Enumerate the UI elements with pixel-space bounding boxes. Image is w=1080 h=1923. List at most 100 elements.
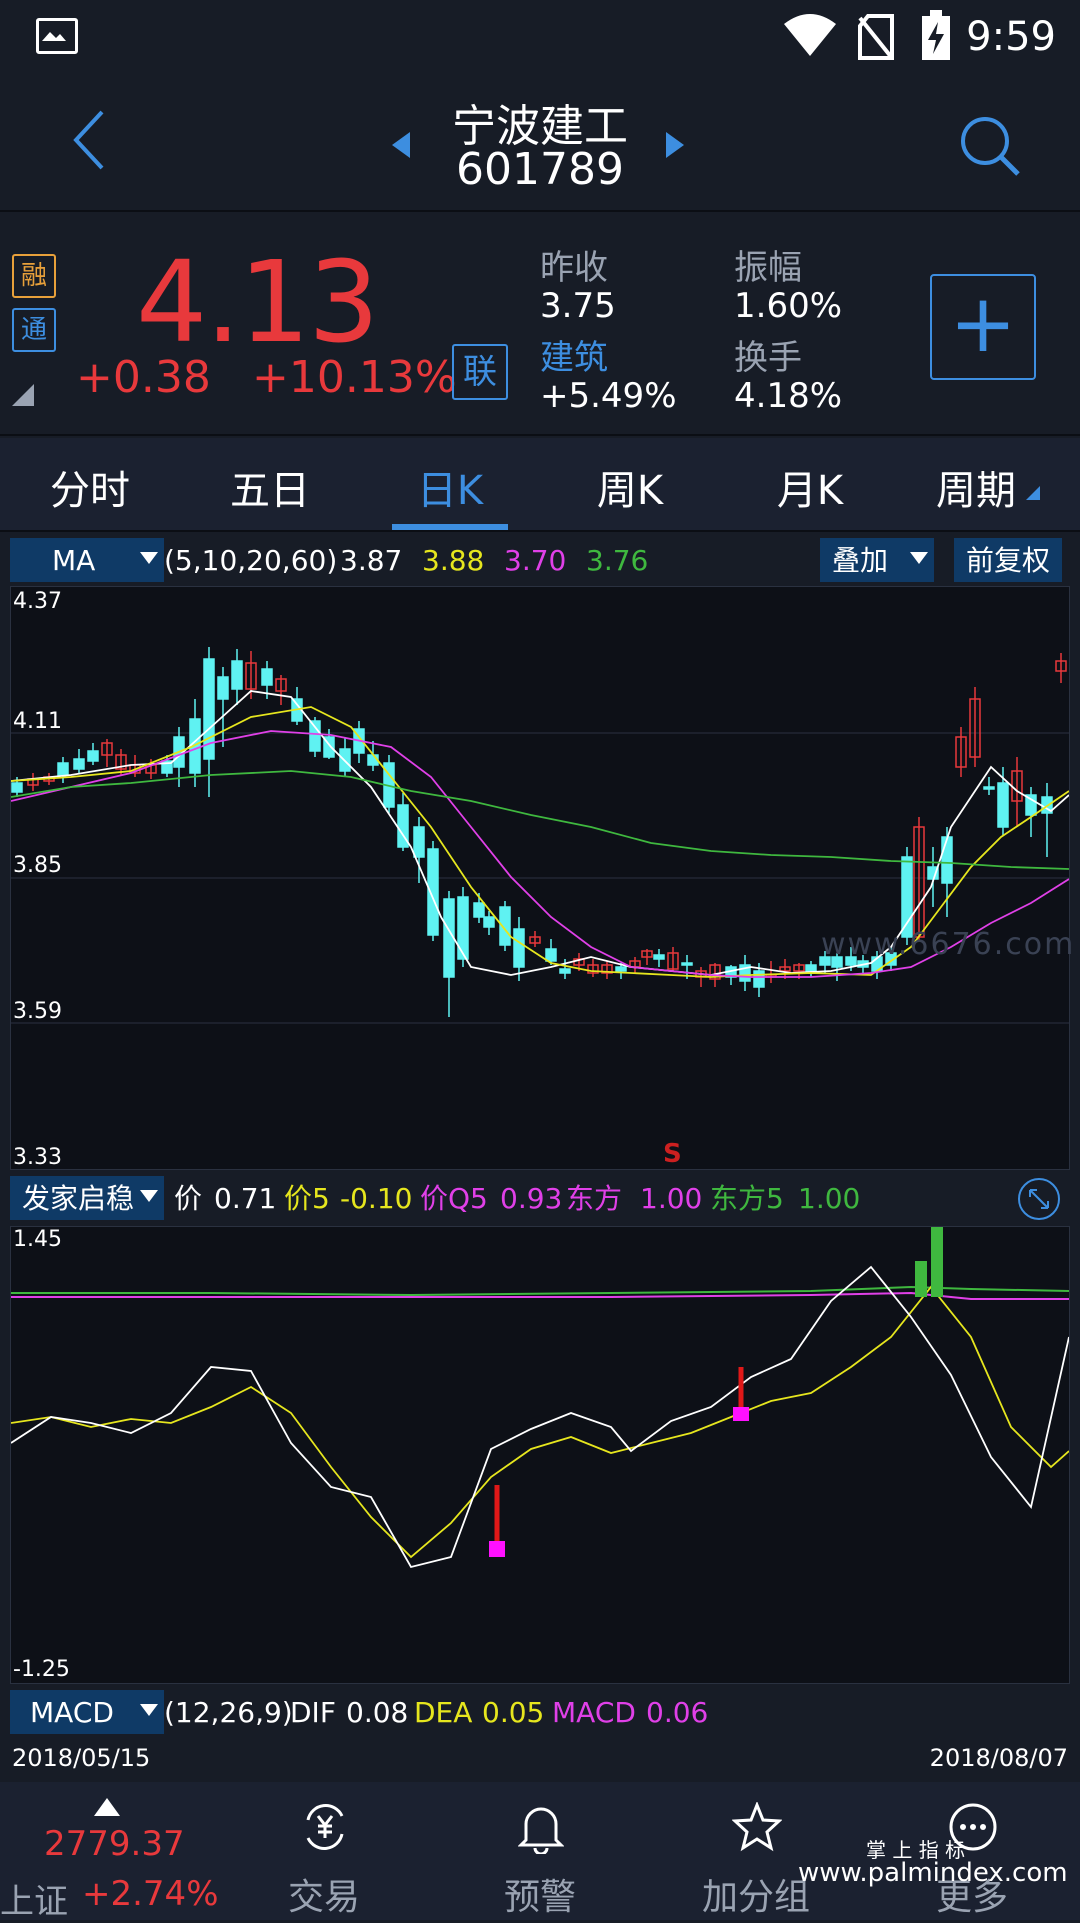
bottom-nav: 2779.37 上证 +2.74% 交易 预警 加分组 更多 掌 上 指 标 w… <box>0 1782 1080 1922</box>
candle-body <box>513 928 525 968</box>
candle-body <box>793 964 805 972</box>
clock: 9:59 <box>966 14 1056 60</box>
turnover-label: 换手 <box>734 338 802 378</box>
candle-body <box>217 676 229 700</box>
candle-body <box>845 956 857 966</box>
battery-charging-icon <box>922 10 950 60</box>
candle-body <box>73 758 85 770</box>
tab-five-day[interactable]: 五日 <box>230 468 310 514</box>
candle-body <box>499 906 511 946</box>
macd-l1: DIF <box>290 1696 336 1729</box>
period-dropdown-icon <box>1026 486 1040 500</box>
chevron-down-icon <box>140 552 158 564</box>
more-icon <box>949 1803 997 1851</box>
macd-l2: DEA <box>414 1696 473 1729</box>
sub-indicator-selector[interactable]: 发家启稳 <box>10 1176 165 1220</box>
candle-body <box>739 964 751 982</box>
sub-y-bottom: -1.25 <box>13 1657 70 1682</box>
nav-alert-label: 预警 <box>503 1877 576 1918</box>
candle-body <box>941 836 953 884</box>
back-icon[interactable] <box>70 108 110 172</box>
sub-magenta-marker <box>489 1541 505 1557</box>
candle-body <box>969 698 981 758</box>
candle-body <box>1025 794 1037 816</box>
sub-indicator-chart[interactable]: 1.45 -1.25 <box>10 1226 1070 1684</box>
macd-v1: 0.08 <box>346 1696 409 1729</box>
sub-v1: 0.71 <box>214 1182 277 1215</box>
quote-panel: 融 通 4.13 +0.38 +10.13% 联 昨收 3.75 建筑 +5.4… <box>0 212 1080 436</box>
chevron-down-icon <box>140 1190 159 1202</box>
active-tab-indicator <box>392 524 508 530</box>
gallery-icon <box>36 18 78 54</box>
candle-body <box>457 896 469 960</box>
candle-body <box>545 948 557 962</box>
tab-daily-k[interactable]: 日K <box>416 468 484 514</box>
sub-l2: 价5 <box>284 1182 330 1215</box>
nav-group-label: 加分组 <box>701 1877 810 1918</box>
tab-weekly-k[interactable]: 周K <box>596 468 664 514</box>
index-widget[interactable]: 2779.37 上证 +2.74% <box>0 1782 219 1922</box>
bell-icon <box>518 1807 564 1854</box>
candle-body <box>11 782 23 793</box>
candle-body <box>587 964 599 974</box>
macd-l3: MACD <box>552 1696 636 1729</box>
sell-signal: S <box>663 1139 682 1169</box>
yuan-exchange-icon <box>306 1804 344 1850</box>
candle-body <box>101 742 113 756</box>
nav-more-label: 更多 <box>935 1877 1008 1918</box>
ma20-value: 3.70 <box>504 544 567 577</box>
ma10-value: 3.88 <box>422 544 485 577</box>
sector-label[interactable]: 建筑 <box>540 338 608 378</box>
watermark: www.6676.com <box>821 927 1076 962</box>
overlay-selector[interactable]: 叠加 <box>820 538 934 582</box>
sub-indicator-label: 发家启稳 <box>22 1182 135 1215</box>
brand-mark: 掌 上 指 标 <box>866 1838 966 1862</box>
candle-body <box>203 658 215 760</box>
expand-icon[interactable] <box>1016 1176 1062 1222</box>
sub-indicator-svg <box>11 1227 1069 1569</box>
corner-triangle-icon <box>12 384 34 406</box>
macd-indicator-bar: MACD (12,26,9) DIF 0.08 DEA 0.05 MACD 0.… <box>10 1690 1070 1736</box>
y-axis-2: 4.11 <box>13 709 62 734</box>
search-icon[interactable] <box>958 114 1022 178</box>
ma-selector[interactable]: MA <box>10 538 164 582</box>
sub-y-top: 1.45 <box>13 1227 62 1252</box>
stock-name: 宁波建工 <box>452 101 628 152</box>
candlestick-svg <box>11 647 1069 1024</box>
candle-body <box>1055 660 1067 672</box>
amplitude-label: 振幅 <box>734 248 802 288</box>
sub-v5: 1.00 <box>798 1182 861 1215</box>
candlestick-chart[interactable]: 4.37 4.11 3.85 3.59 3.33 S www.6676.com <box>10 586 1073 1170</box>
margin-tag: 融 <box>12 254 56 298</box>
ma5-value: 3.87 <box>340 544 403 577</box>
ma20-line <box>11 730 1069 978</box>
candle-body <box>997 782 1009 828</box>
candle-body <box>443 898 455 978</box>
macd-selector[interactable]: MACD <box>10 1690 164 1734</box>
adjust-button[interactable]: 前复权 <box>954 538 1063 582</box>
candle-body <box>819 956 831 966</box>
price-change: +0.38 <box>76 352 211 403</box>
sector-change: +5.49% <box>540 376 677 416</box>
add-watchlist-button[interactable]: + <box>930 274 1036 380</box>
tab-intraday[interactable]: 分时 <box>50 468 130 514</box>
link-tag[interactable]: 联 <box>452 344 508 400</box>
candle-body <box>601 964 613 974</box>
candle-body <box>885 952 897 966</box>
next-stock-icon[interactable] <box>664 130 686 160</box>
index-name: 上证 <box>0 1882 68 1922</box>
macd-params: (12,26,9) <box>164 1696 293 1729</box>
candle-body <box>245 662 257 690</box>
tab-period[interactable]: 周期 <box>936 468 1016 514</box>
y-axis-bottom: 3.33 <box>13 1145 62 1170</box>
candle-body <box>779 966 791 972</box>
y-axis-3: 3.85 <box>13 853 62 878</box>
candle-body <box>753 970 765 988</box>
candle-body <box>709 964 721 980</box>
prev-stock-icon[interactable] <box>390 130 412 160</box>
candle-body <box>983 786 995 790</box>
tab-monthly-k[interactable]: 月K <box>776 468 844 514</box>
amplitude-value: 1.60% <box>734 286 843 326</box>
status-bar: 9:59 <box>0 0 1080 78</box>
brand-url: www.palmindex.com <box>798 1858 1068 1888</box>
